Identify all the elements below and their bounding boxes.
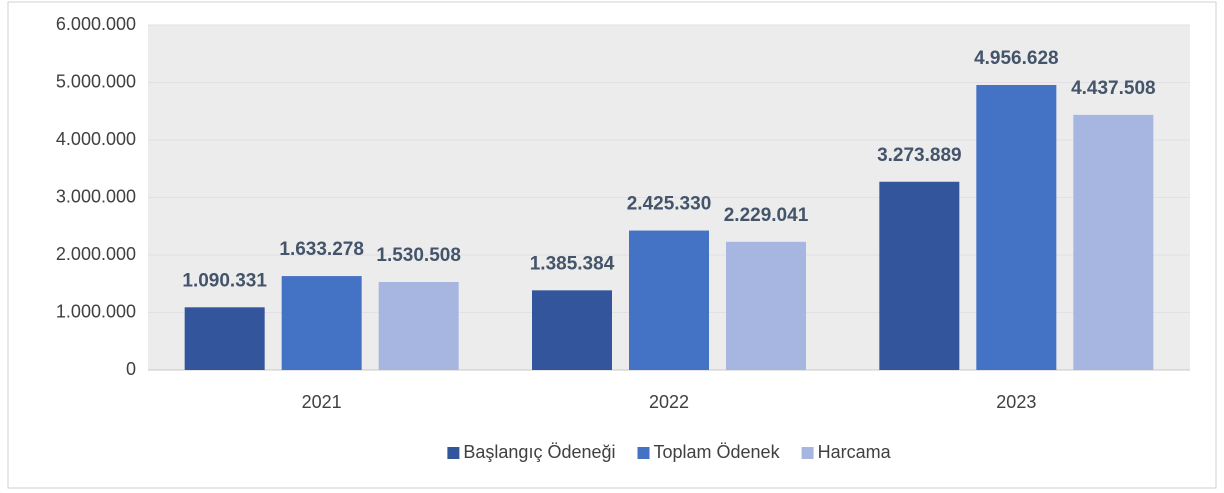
y-tick-label: 2.000.000 xyxy=(56,244,136,264)
bar xyxy=(629,230,709,370)
value-label: 2.229.041 xyxy=(724,205,809,226)
value-label: 3.273.889 xyxy=(877,145,962,166)
legend-swatch xyxy=(801,447,814,459)
bar xyxy=(1073,114,1154,370)
legend-label: Harcama xyxy=(818,442,892,462)
legend-label: Toplam Ödenek xyxy=(654,442,781,462)
x-tick-label: 2022 xyxy=(649,392,689,412)
bar xyxy=(976,84,1057,370)
value-label: 4.956.628 xyxy=(974,48,1059,69)
y-tick-label: 6.000.000 xyxy=(56,14,136,34)
bar xyxy=(726,241,806,370)
legend-swatch xyxy=(447,447,460,459)
bar xyxy=(281,276,362,370)
legend-swatch xyxy=(637,447,650,459)
bar xyxy=(532,290,612,370)
y-tick-label: 4.000.000 xyxy=(56,129,136,149)
value-label: 4.437.508 xyxy=(1071,78,1156,99)
legend-label: Başlangıç Ödeneği xyxy=(463,442,615,462)
y-tick-label: 0 xyxy=(126,359,136,379)
y-tick-label: 1.000.000 xyxy=(56,301,136,321)
bar xyxy=(184,307,265,370)
value-label: 1.385.384 xyxy=(530,253,615,274)
bar xyxy=(378,281,459,370)
x-tick-label: 2021 xyxy=(302,392,342,412)
value-label: 1.633.278 xyxy=(279,239,364,260)
bar xyxy=(879,181,960,370)
value-label: 1.090.331 xyxy=(182,270,267,291)
y-tick-label: 3.000.000 xyxy=(56,186,136,206)
value-label: 2.425.330 xyxy=(627,194,712,215)
x-tick-label: 2023 xyxy=(996,392,1036,412)
value-label: 1.530.508 xyxy=(376,245,461,266)
y-tick-label: 5.000.000 xyxy=(56,71,136,91)
